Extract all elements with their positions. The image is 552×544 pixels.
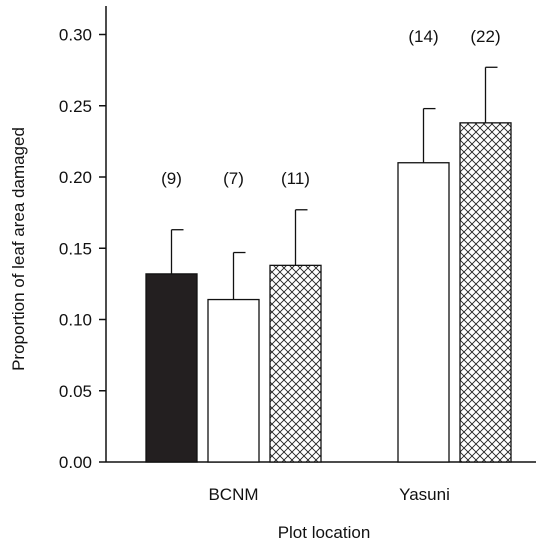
- x-category-label: Yasuni: [399, 485, 450, 504]
- bar-bcnm-crosshatch: [269, 264, 322, 463]
- y-tick-label: 0.30: [59, 26, 92, 45]
- x-axis-title: Plot location: [278, 523, 371, 542]
- sample-size-label: (22): [470, 27, 500, 46]
- x-category-label: BCNM: [208, 485, 258, 504]
- y-tick-label: 0.10: [59, 311, 92, 330]
- bar-yasuni-crosshatch: [459, 122, 512, 463]
- sample-size-label: (7): [223, 169, 244, 188]
- sample-size-label: (9): [161, 169, 182, 188]
- bar-bcnm-open: [207, 298, 260, 463]
- y-axis-title: Proportion of leaf area damaged: [9, 127, 28, 371]
- y-tick-label: 0.20: [59, 168, 92, 187]
- y-tick-label: 0.05: [59, 382, 92, 401]
- sample-size-label: (14): [408, 27, 438, 46]
- plot-area: 0.00 0.05 0.10 0.15 0.20 0.25 0.30 (9) (7) (11) (1…: [59, 6, 536, 504]
- sample-size-label: (11): [281, 169, 310, 188]
- bar-bcnm-solid: [145, 273, 198, 463]
- y-tick-label: 0.15: [59, 239, 92, 258]
- bar-yasuni-open: [397, 162, 450, 463]
- y-tick-label: 0.00: [59, 453, 92, 472]
- y-tick-label: 0.25: [59, 97, 92, 116]
